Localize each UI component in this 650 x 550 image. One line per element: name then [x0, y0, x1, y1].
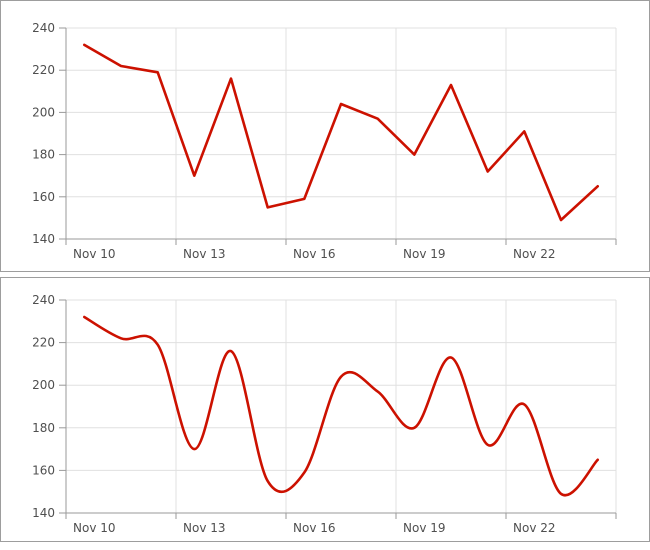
y-axis-tick-label: 220	[32, 336, 55, 350]
x-axis-tick-label: Nov 16	[293, 521, 336, 535]
y-axis-tick-label: 140	[32, 506, 55, 520]
x-axis-tick-label: Nov 22	[513, 521, 556, 535]
y-axis-tick-label: 240	[32, 293, 55, 307]
y-axis-tick-label: 180	[32, 421, 55, 435]
x-axis-tick-label: Nov 13	[183, 247, 226, 261]
y-axis-tick-label: 240	[32, 21, 55, 35]
y-axis-tick-label: 200	[32, 378, 55, 392]
smooth-data-series	[83, 315, 599, 497]
smooth-line-chart: 240 220 200 180 160 140 Nov 10 Nov 13 Nov 16 Nov …	[32, 293, 617, 535]
x-axis-tick-label: Nov 10	[73, 521, 116, 535]
y-axis-tick-label: 220	[32, 63, 55, 77]
linear-data-series	[83, 43, 599, 222]
y-axis-tick-label: 180	[32, 148, 55, 162]
x-axis-tick-label: Nov 16	[293, 247, 336, 261]
linear-chart-panel: 240 220 200 180 160 140 Nov 10 Nov 13 Nov 16 Nov …	[0, 0, 650, 272]
x-axis-tick-label: Nov 19	[403, 521, 446, 535]
y-axis-tick-label: 200	[32, 105, 55, 119]
x-axis-tick-label: Nov 22	[513, 247, 556, 261]
x-axis-tick-label: Nov 10	[73, 247, 116, 261]
y-axis-tick-label: 160	[32, 190, 55, 204]
smooth-chart-panel: 240 220 200 180 160 140 Nov 10 Nov 13 Nov 16 Nov …	[0, 277, 650, 542]
y-axis-tick-label: 160	[32, 463, 55, 477]
linear-line-chart: 240 220 200 180 160 140 Nov 10 Nov 13 Nov 16 Nov …	[32, 21, 617, 261]
x-axis-tick-label: Nov 13	[183, 521, 226, 535]
x-axis-tick-label: Nov 19	[403, 247, 446, 261]
y-axis-tick-label: 140	[32, 232, 55, 246]
